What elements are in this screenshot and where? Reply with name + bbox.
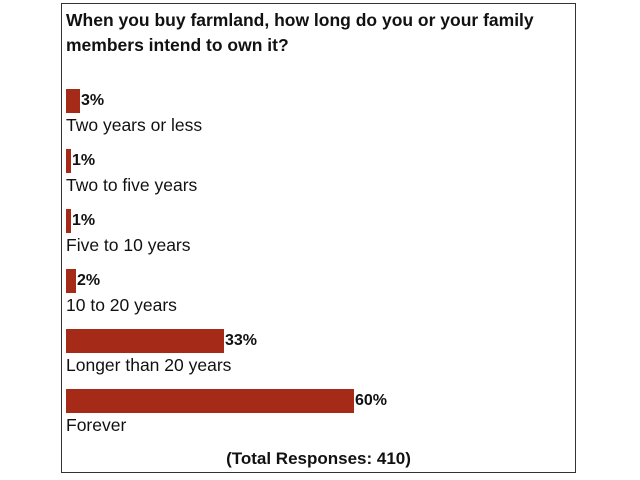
result-bar xyxy=(66,89,80,113)
poll-results-panel: When you buy farmland, how long do you o… xyxy=(61,3,576,473)
bar-line: 1% xyxy=(66,149,95,173)
result-row: 3% Two years or less xyxy=(66,89,566,139)
bar-line: 3% xyxy=(66,89,104,113)
result-row: 33% Longer than 20 years xyxy=(66,329,566,379)
bar-line: 33% xyxy=(66,329,257,353)
bar-line: 2% xyxy=(66,269,100,293)
percent-label: 1% xyxy=(72,152,96,169)
answer-label: Two to five years xyxy=(66,175,198,195)
answer-label: Two years or less xyxy=(66,115,203,135)
percent-label: 60% xyxy=(355,392,388,409)
answer-label: Longer than 20 years xyxy=(66,355,232,375)
result-bar xyxy=(66,269,76,293)
percent-label: 33% xyxy=(225,332,258,349)
result-row: 2% 10 to 20 years xyxy=(66,269,566,319)
result-row: 60% Forever xyxy=(66,389,566,439)
result-row: 1% Two to five years xyxy=(66,149,566,199)
poll-question-title: When you buy farmland, how long do you o… xyxy=(66,10,534,55)
result-bar xyxy=(66,209,71,233)
result-row: 1% Five to 10 years xyxy=(66,209,566,259)
answer-label: 10 to 20 years xyxy=(66,295,177,315)
result-bar xyxy=(66,149,71,173)
result-bar xyxy=(66,329,224,353)
bar-line: 60% xyxy=(66,389,387,413)
answer-label: Five to 10 years xyxy=(66,235,191,255)
answer-label: Forever xyxy=(66,415,127,435)
percent-label: 1% xyxy=(72,212,96,229)
bar-line: 1% xyxy=(66,209,95,233)
total-responses: (Total Responses: 410) xyxy=(226,449,411,468)
percent-label: 3% xyxy=(81,92,105,109)
percent-label: 2% xyxy=(77,272,101,289)
result-bar xyxy=(66,389,354,413)
